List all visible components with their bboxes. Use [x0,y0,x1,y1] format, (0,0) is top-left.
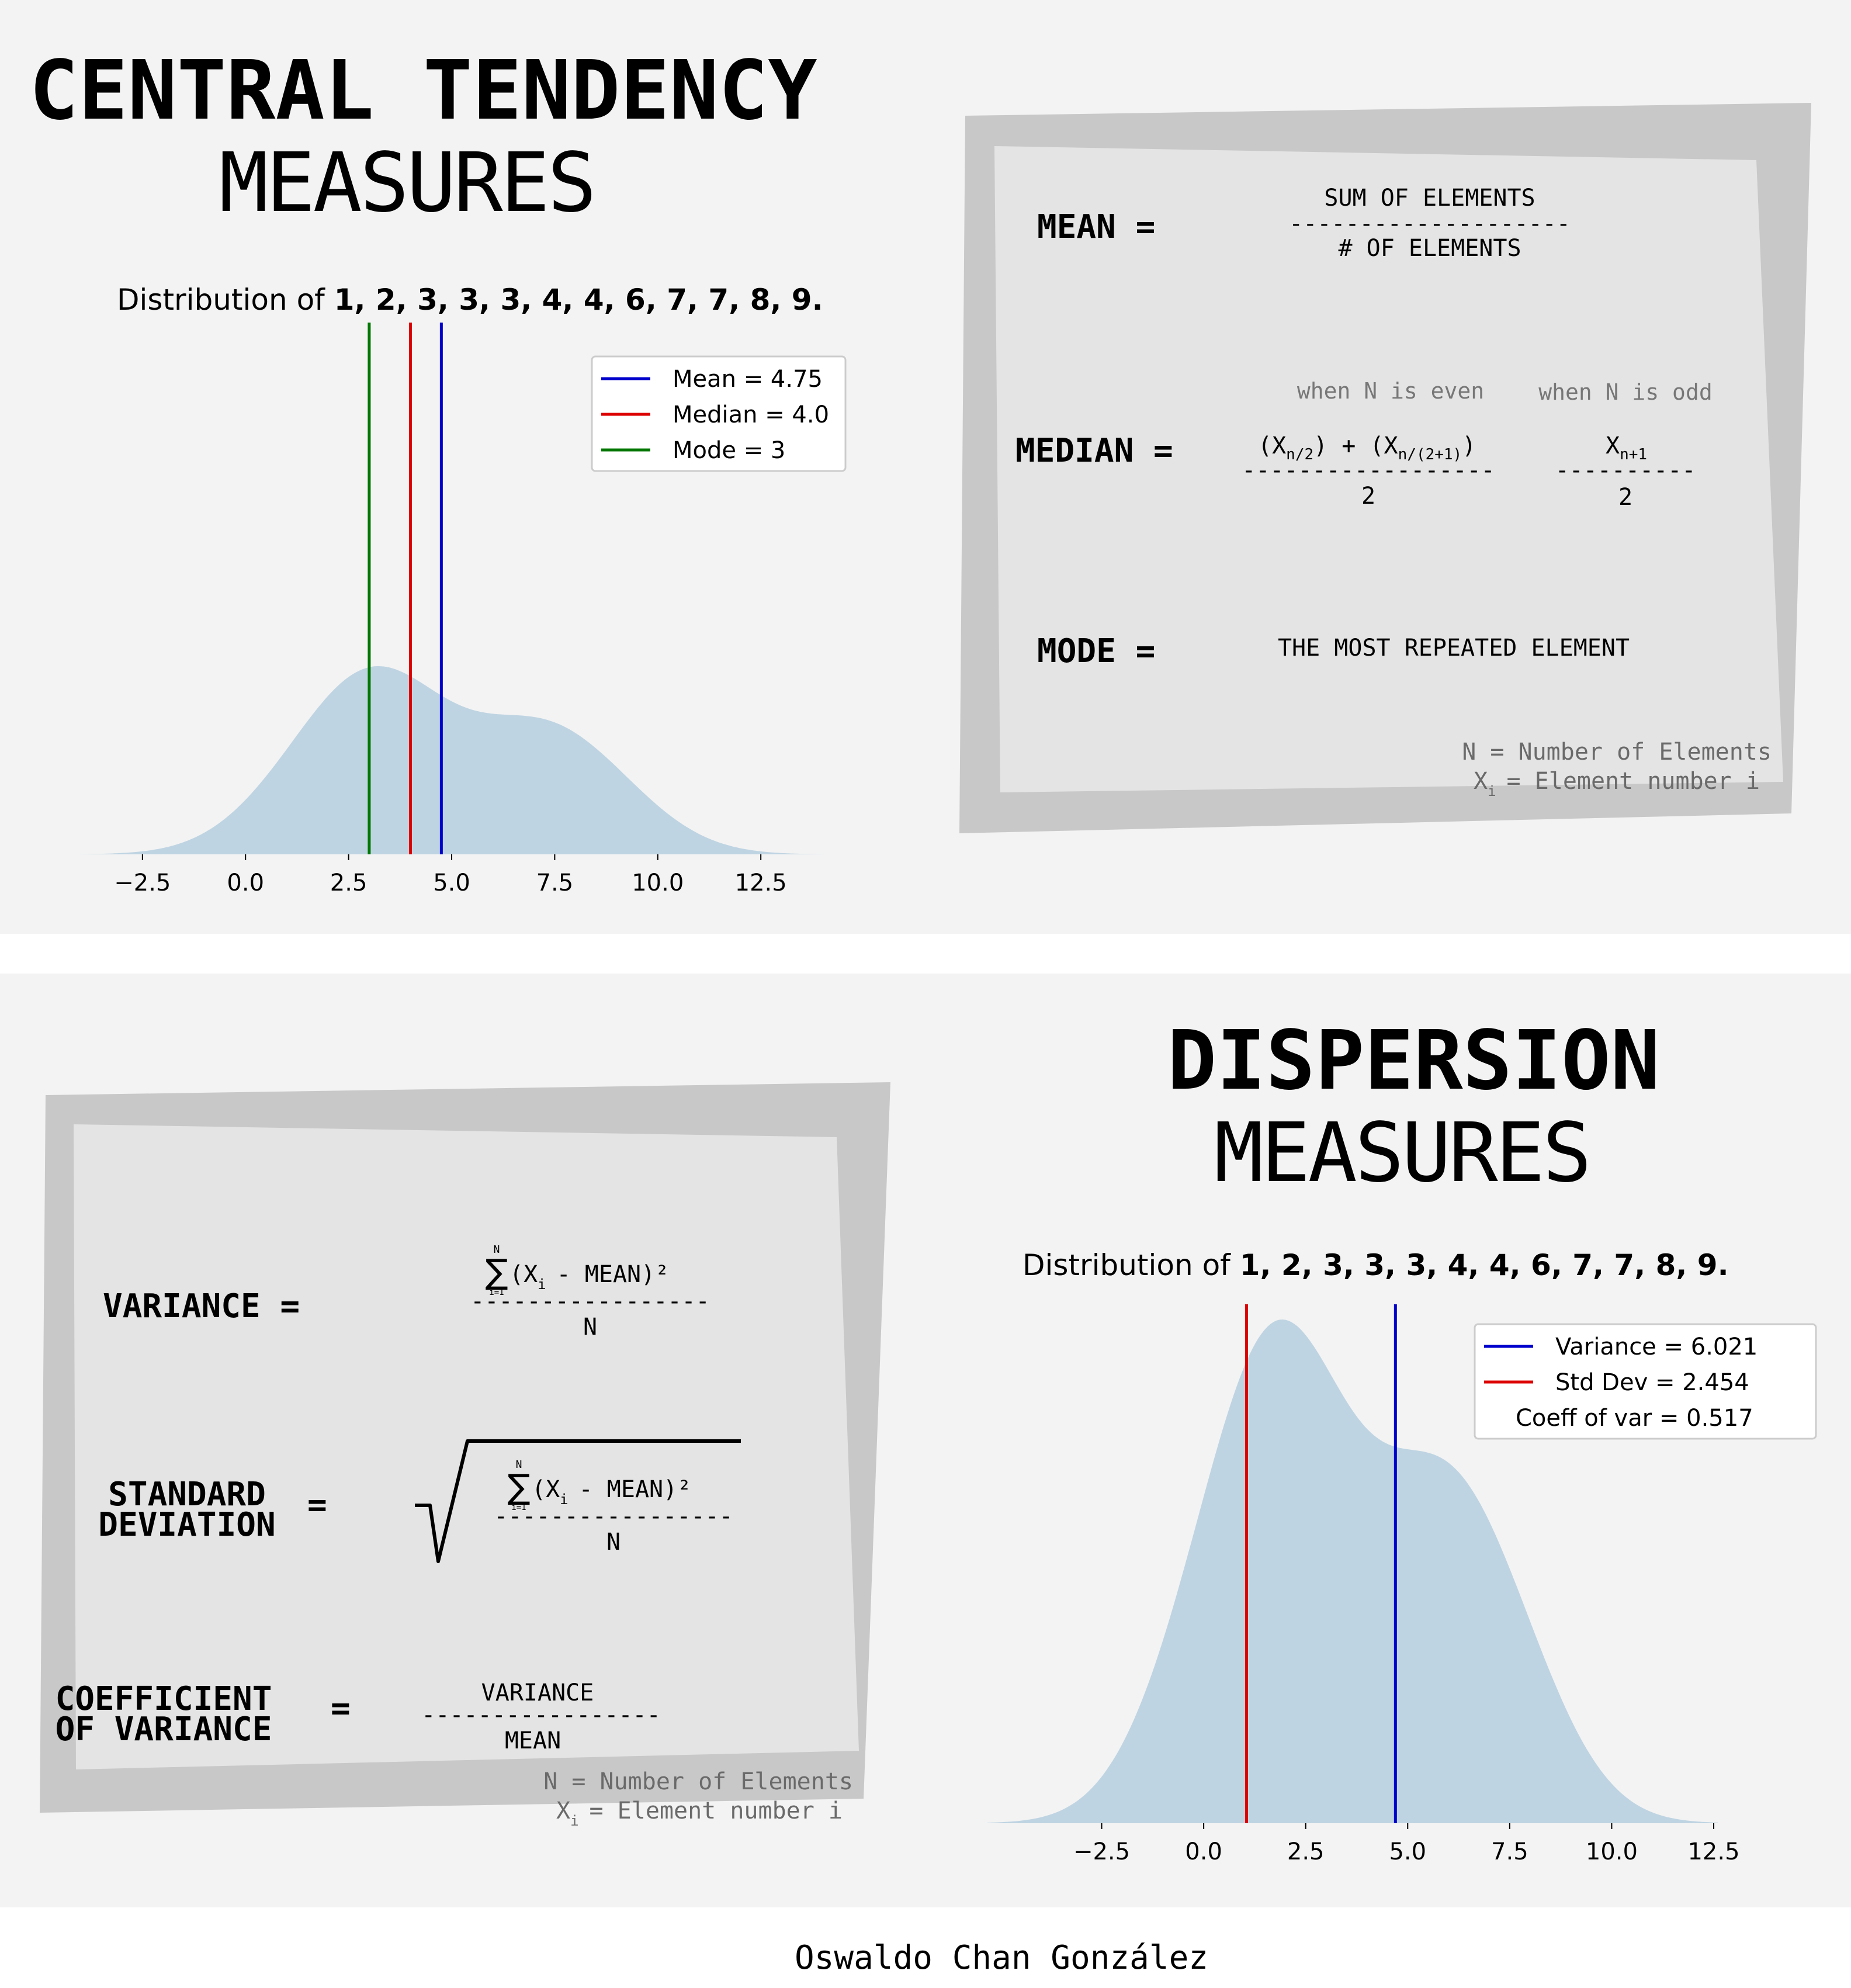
median-odd-numerator: Xn+1 [1606,432,1647,463]
x-tick-label: 5.0 [1389,1838,1426,1865]
dispersion-chart: −2.5 0.0 2.5 5.0 7.5 10.0 12.5 Variance = 6.021… [987,1304,1817,1865]
std-label-line1: STANDARD [108,1476,266,1513]
note-x-definition: Xi = Element number i [556,1797,843,1829]
when-odd-label: when N is odd [1538,379,1712,405]
median-even-denominator: 2 [1361,483,1375,510]
std-numerator: (Xi - MEAN)² [532,1476,691,1508]
median-even-numerator: (Xn/2) + (Xn/(2+1)) [1258,432,1476,463]
x-tick-label: 12.5 [1687,1838,1739,1865]
odd-x: X [1606,432,1620,459]
card-inner-sheet [994,146,1783,792]
std-sum-lower: i=1 [511,1503,526,1512]
variance-numerator: (Xi - MEAN)² [509,1261,669,1293]
std-sum-symbol: ∑ [507,1467,530,1506]
sqrt-icon [415,1439,741,1563]
x-tick-label: 10.0 [632,870,684,896]
even-sub1: n/2 [1286,446,1313,463]
median-odd-denominator: 2 [1618,484,1632,511]
x-tick-label: 7.5 [1491,1838,1528,1865]
even-sub2: n/(2+1) [1398,446,1462,463]
legend-label: Coeff of var = 0.517 [1516,1405,1753,1432]
coef-label-line2: OF VARIANCE [56,1710,272,1748]
legend-label: Std Dev = 2.454 [1555,1369,1749,1396]
central-tendency-subtitle: MEASURES [219,136,597,231]
coef-equals: = [331,1689,351,1727]
variance-fraction-bar: ----------------- [470,1288,709,1315]
when-even-label: when N is even [1297,378,1484,404]
distribution-label-bottom: Distribution of 1, 2, 3, 3, 3, 4, 4, 6, … [1022,1248,1729,1282]
legend-label: Mean = 4.75 [673,366,823,393]
coef-label-line1: COEFFICIENT [56,1680,272,1718]
median-label: MEDIAN = [1015,432,1173,470]
distribution-prefix: Distribution of [117,283,334,317]
distribution-label-top: Distribution of 1, 2, 3, 3, 3, 4, 4, 6, … [117,283,823,317]
std-equals: = [307,1486,327,1524]
odd-sub: n+1 [1620,446,1647,463]
even-mid: ) + (X [1313,432,1398,459]
central-tendency-chart: −2.5 0.0 2.5 5.0 7.5 10.0 12.5 Mean = 4.75 Media… [81,323,847,896]
mean-numerator: SUM OF ELEMENTS [1324,185,1535,212]
coef-fraction-bar: ----------------- [421,1702,660,1729]
note-n-definition: N = Number of Elements [543,1768,853,1795]
std-sum-upper: N [516,1459,522,1471]
variance-sum-upper: N [494,1244,500,1256]
dispersion-panel: DISPERSION MEASURES Distribution of 1, 2… [0,974,1851,1907]
std-label-line2: DEVIATION [98,1506,275,1544]
x-tick-label: 12.5 [735,870,787,896]
kde-area [81,666,823,854]
x-tick-label: 2.5 [1287,1838,1325,1865]
mean-fraction-bar: -------------------- [1289,210,1571,237]
distribution-values: 1, 2, 3, 3, 3, 4, 4, 6, 7, 7, 8, 9. [334,283,823,317]
note-x-sub: i [1488,783,1496,799]
variance-sum-symbol: ∑ [485,1252,508,1291]
x-tick-label: 2.5 [330,870,368,896]
legend-label: Mode = 3 [673,437,785,464]
note-x: X [1474,768,1488,795]
central-tendency-card [959,103,1811,833]
x-tick-label: 5.0 [433,870,470,896]
kde-area [987,1319,1718,1823]
legend-label: Median = 4.0 [673,401,829,428]
even-x1: (X [1258,432,1286,459]
distribution-values: 1, 2, 3, 3, 3, 4, 4, 6, 7, 7, 8, 9. [1239,1248,1729,1282]
note-n-definition: N = Number of Elements [1462,739,1772,766]
variance-denominator: N [583,1314,597,1341]
x-tick-label: 0.0 [227,870,264,896]
note-x-rest: = Element number i [1507,768,1760,795]
central-tendency-title: CENTRAL TENDENCY [29,43,817,138]
legend-box [1474,1323,1817,1440]
mean-denominator: # OF ELEMENTS [1338,235,1521,262]
chart-legend: Mean = 4.75 Median = 4.0 Mode = 3 [591,355,847,472]
x-tick-label: −2.5 [1073,1838,1130,1865]
note-x-definition: Xi = Element number i [1474,768,1760,799]
std-fraction-bar: ----------------- [494,1503,733,1530]
median-even-bar: ------------------ [1242,457,1495,484]
even-end: ) [1462,432,1476,459]
variance-sum-lower: i=1 [489,1288,504,1297]
x-tick-label: 0.0 [1185,1838,1222,1865]
central-card-text: MEAN = SUM OF ELEMENTS -----------------… [1015,185,1772,799]
mean-label: MEAN = [1037,208,1155,246]
distribution-prefix: Distribution of [1022,1248,1240,1282]
x-tick-label: −2.5 [114,870,171,896]
legend-box [591,355,847,472]
central-tendency-panel: CENTRAL TENDENCY MEASURES Distribution o… [0,0,1851,934]
coef-numerator: VARIANCE [481,1679,594,1706]
coef-denominator: MEAN [505,1727,561,1754]
chart-legend: Variance = 6.021 Std Dev = 2.454 Coeff of … [1474,1323,1817,1440]
mode-label: MODE = [1037,632,1155,670]
dispersion-title: DISPERSION [1167,1013,1660,1109]
mode-definition: THE MOST REPEATED ELEMENT [1278,635,1630,661]
dispersion-subtitle: MEASURES [1214,1106,1592,1201]
author-credit: Oswaldo Chan González [794,1939,1208,1977]
x-tick-label: 10.0 [1586,1838,1638,1865]
dispersion-card-text: VARIANCE = N ∑ i=1 (Xi - MEAN)² ---------… [56,1244,853,1829]
median-odd-bar: ---------- [1555,457,1696,484]
std-denominator: N [606,1529,621,1556]
x-tick-label: 7.5 [536,870,574,896]
legend-label: Variance = 6.021 [1555,1334,1758,1360]
variance-label: VARIANCE = [103,1287,300,1325]
